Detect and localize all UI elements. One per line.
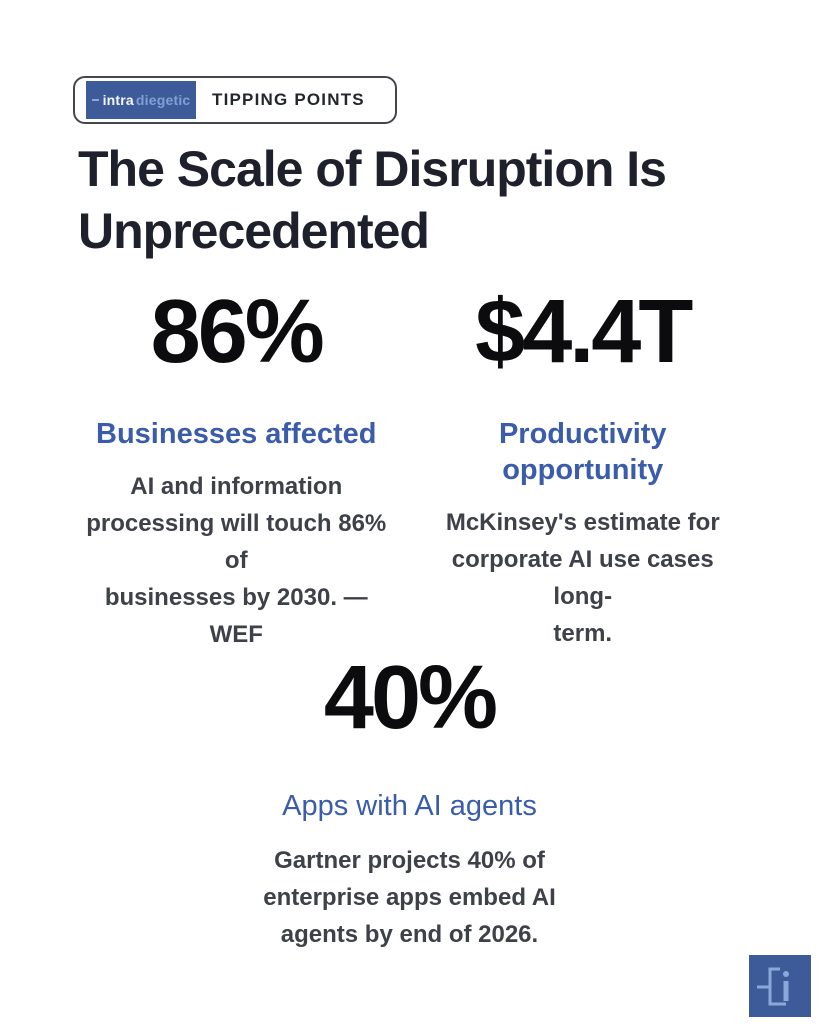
footer-logo-mark-icon — [757, 967, 789, 1006]
stat-card-businesses: 86% Businesses affected AI and informati… — [76, 286, 397, 653]
stat-description: AI and information processing will touch… — [86, 473, 387, 648]
stat-description: Gartner projects 40% of enterprise apps … — [263, 847, 556, 948]
brand-dash-icon — [91, 99, 99, 101]
stats-grid: 86% Businesses affected AI and informati… — [76, 286, 743, 653]
stat-description: McKinsey's estimate for corporate AI use… — [445, 509, 720, 647]
stat-card-ai-agents: 40% Apps with AI agents Gartner projects… — [0, 652, 819, 953]
stat-card-productivity: $4.4T Productivity opportunity McKinsey'… — [423, 286, 744, 653]
stat-value: $4.4T — [475, 282, 693, 382]
brand-name-prefix: intra — [102, 92, 134, 108]
page-title: The Scale of Disruption Is Unprecedented — [78, 141, 667, 259]
stat-heading: Apps with AI agents — [282, 790, 537, 822]
brand-logo: intra diegetic — [86, 81, 196, 119]
stat-value: 40% — [323, 648, 498, 748]
stat-heading: Businesses affected — [96, 418, 377, 450]
stat-value: 86% — [150, 282, 325, 382]
footer-logo — [749, 955, 811, 1017]
brand-badge: intra diegetic TIPPING POINTS — [73, 76, 397, 124]
brand-name-suffix: diegetic — [135, 92, 191, 108]
badge-label: TIPPING POINTS — [212, 90, 365, 109]
stat-heading: Productivity opportunity — [498, 418, 667, 486]
